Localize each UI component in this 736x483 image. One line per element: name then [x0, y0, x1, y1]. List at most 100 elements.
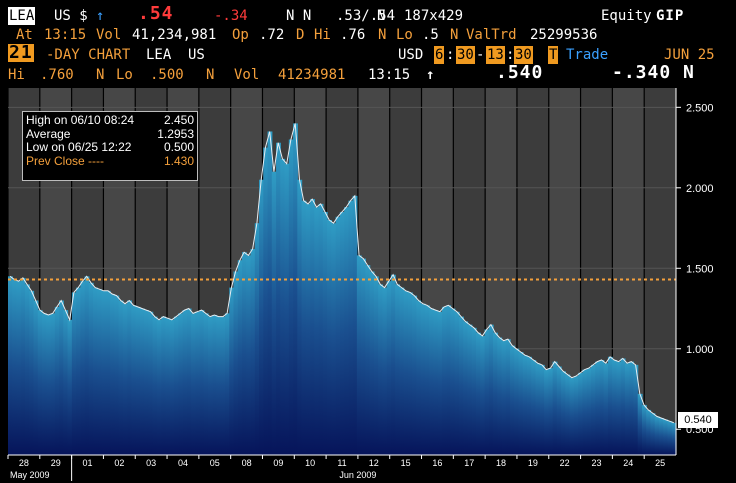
x-tick-label: 23	[591, 458, 601, 468]
price-bar	[207, 316, 213, 455]
price-bar	[250, 248, 256, 455]
price-bar	[105, 290, 111, 455]
price-bar	[420, 303, 426, 455]
chart-ticker: LEA	[146, 47, 172, 63]
price-bar	[365, 265, 371, 455]
start-hour[interactable]: 6	[434, 46, 445, 64]
price-bar	[110, 294, 115, 455]
legend-prev-close-value: 1.430	[163, 153, 194, 168]
start-minute[interactable]: 30	[456, 46, 475, 64]
price-bar	[344, 207, 349, 455]
price-bar	[578, 372, 583, 455]
x-tick-label: 02	[114, 458, 124, 468]
price-bar	[459, 316, 464, 455]
price-bar	[624, 363, 630, 455]
price-bar	[216, 316, 222, 455]
price-trace	[9, 123, 675, 424]
price-bar	[271, 171, 277, 455]
price-bar	[263, 147, 269, 456]
hi-value: .760	[40, 67, 74, 83]
price-bar	[276, 142, 281, 455]
vol-label-2: Vol	[234, 67, 260, 83]
function-code[interactable]: GIP	[656, 8, 685, 24]
period-box[interactable]: 21	[8, 42, 34, 63]
price-bar	[199, 310, 205, 455]
price-bar	[595, 361, 601, 455]
price-bar	[348, 200, 354, 455]
low-label: Lo	[396, 27, 413, 43]
x-tick-label: 16	[432, 458, 442, 468]
price-bar	[569, 377, 575, 455]
price-bar	[84, 276, 90, 455]
price-bar	[139, 308, 145, 455]
price-bar	[390, 274, 396, 455]
end-minute[interactable]: 30	[514, 46, 533, 64]
last-price: .54	[138, 3, 174, 24]
header-row-1: LEA US $ ↑ .54 -.34 N N .53/.54 N 187x42…	[0, 3, 736, 25]
price-bar	[237, 260, 243, 455]
trade-type-box[interactable]: T	[548, 46, 559, 64]
price-bar	[161, 316, 167, 455]
legend-prev-close-row: Prev Close ---- 1.430	[26, 153, 194, 169]
price-bar	[76, 287, 81, 455]
header-row-2: At 13:15 Vol 41,234,981 Op .72 D Hi .76 …	[0, 26, 736, 44]
price-bar	[8, 276, 13, 455]
price-bar	[616, 361, 622, 455]
price-bar	[407, 292, 413, 455]
low-value: .5	[422, 27, 439, 43]
price-bar	[658, 417, 664, 455]
price-bar	[310, 199, 315, 455]
end-hour[interactable]: 13	[486, 46, 505, 64]
day-band	[644, 88, 676, 455]
price-bar	[582, 369, 588, 455]
price-bar	[480, 335, 486, 455]
price-bar	[122, 303, 128, 455]
high-flag: N	[378, 27, 387, 43]
price-bar	[399, 287, 405, 455]
price-bar	[88, 282, 94, 455]
price-bar	[501, 340, 507, 455]
price-bar	[284, 163, 290, 455]
price-bar	[322, 211, 328, 455]
price-bar	[339, 211, 345, 455]
price-bar	[552, 361, 558, 455]
month-label-jun: Jun 2009	[339, 470, 376, 480]
price-bar	[259, 179, 264, 455]
x-tick-label: 03	[146, 458, 156, 468]
price-bar	[178, 313, 184, 455]
x-tick-label: 24	[623, 458, 633, 468]
price-bar	[518, 351, 524, 455]
price-bar	[224, 313, 230, 455]
price-bar	[433, 310, 439, 455]
flag-n: N	[377, 8, 386, 24]
price-bar	[510, 345, 515, 455]
price-bar	[514, 348, 520, 455]
open-value: .72	[259, 27, 285, 43]
x-tick-label: 17	[464, 458, 474, 468]
price-bar	[629, 361, 635, 455]
price-bar	[220, 316, 226, 455]
price-bar	[80, 281, 86, 455]
x-tick-label: 04	[178, 458, 188, 468]
legend-low-label: Low on 06/25 12:22	[26, 140, 132, 154]
x-tick-label: 22	[560, 458, 570, 468]
x-tick-label: 09	[273, 458, 283, 468]
x-tick-label: 05	[210, 458, 220, 468]
x-tick-label: 29	[51, 458, 61, 468]
x-tick-label: 10	[305, 458, 315, 468]
chart-type-label: -DAY CHART	[46, 47, 131, 63]
y-tick-label: 2.500	[686, 102, 714, 114]
ticker-box[interactable]: LEA	[8, 7, 36, 25]
price-bar	[556, 366, 562, 455]
price-bar	[476, 332, 481, 455]
price-bar	[373, 276, 379, 455]
net-change-2: -.340 N	[612, 62, 695, 83]
month-label-may: May 2009	[10, 470, 50, 480]
x-tick-label: 01	[83, 458, 93, 468]
price-bar	[131, 305, 137, 455]
open-flag: D	[296, 27, 305, 43]
price-bar	[165, 318, 171, 455]
price-bar	[233, 271, 239, 455]
chart-legend: High on 06/10 08:24 2.450 Average 1.2953…	[22, 111, 198, 181]
price-bar	[607, 356, 613, 455]
